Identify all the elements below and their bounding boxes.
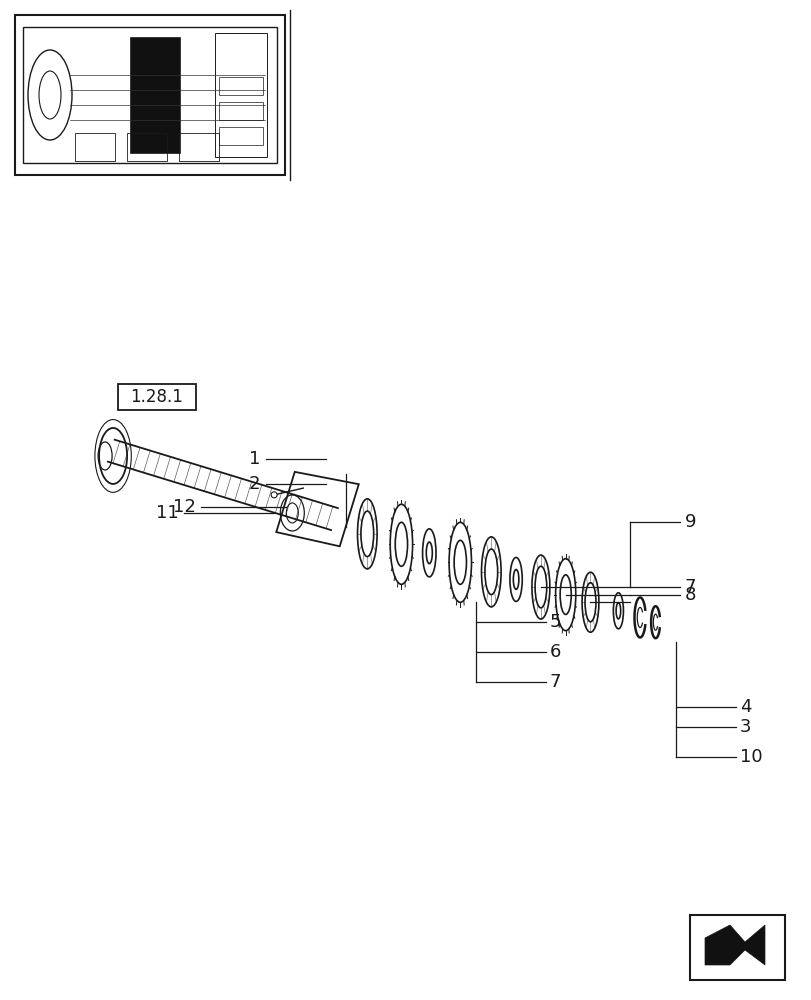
Text: 5: 5 xyxy=(549,613,560,631)
Ellipse shape xyxy=(271,492,277,498)
Text: 7: 7 xyxy=(684,578,695,596)
Text: 9: 9 xyxy=(684,513,695,531)
Text: 6: 6 xyxy=(549,643,560,661)
Bar xyxy=(118,384,195,410)
Text: 7: 7 xyxy=(549,673,560,691)
Text: 8: 8 xyxy=(684,586,695,604)
Bar xyxy=(219,77,263,95)
Bar xyxy=(23,27,277,163)
Bar xyxy=(131,37,180,153)
Text: 1.28.1: 1.28.1 xyxy=(131,388,183,406)
Text: 4: 4 xyxy=(739,698,750,716)
Bar xyxy=(178,133,219,161)
Polygon shape xyxy=(704,925,764,965)
Bar xyxy=(127,133,167,161)
Text: 11: 11 xyxy=(156,504,178,522)
Text: 12: 12 xyxy=(173,498,195,516)
Text: 2: 2 xyxy=(249,475,260,493)
Bar xyxy=(219,127,263,145)
Text: 1: 1 xyxy=(249,450,260,468)
Bar xyxy=(689,915,784,980)
Bar xyxy=(219,102,263,120)
Bar xyxy=(215,33,267,157)
Text: 3: 3 xyxy=(739,718,750,736)
Bar xyxy=(75,133,115,161)
Bar xyxy=(15,15,285,175)
Text: 10: 10 xyxy=(739,748,762,766)
